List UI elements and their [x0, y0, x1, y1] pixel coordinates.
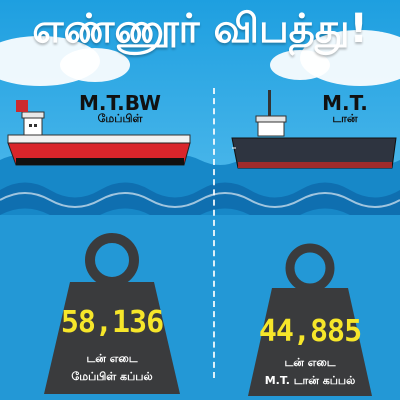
weight-left-value: 58,136 [60, 305, 164, 340]
weight-left-icon [44, 233, 180, 394]
ship-left-name: M.T.BW [79, 91, 161, 115]
ship-right-icon [231, 90, 397, 169]
weight-right-unit: டன் எடை [284, 356, 336, 369]
wave-highlight [0, 192, 400, 208]
page-title: எண்ணூர் விபத்து! [32, 6, 368, 52]
cloud-right-small [270, 50, 330, 80]
ship-right-subname: டான் [332, 112, 358, 125]
ship-left-icon [7, 100, 191, 166]
ship-right-name: M.T. [322, 91, 368, 115]
ship-divider [213, 88, 215, 378]
weight-right-ship-label: M.T. டான் கப்பல் [264, 374, 356, 387]
cloud-left-small [60, 48, 130, 82]
weight-right-icon [248, 243, 372, 396]
weight-left-ship-label: மேப்பிள் கப்பல் [71, 370, 153, 383]
ship-left-subname: மேப்பிள் [97, 112, 143, 125]
weight-right-value: 44,885 [258, 314, 362, 349]
wave-band [0, 182, 400, 222]
weight-left-unit: டன் எடை [86, 352, 138, 365]
